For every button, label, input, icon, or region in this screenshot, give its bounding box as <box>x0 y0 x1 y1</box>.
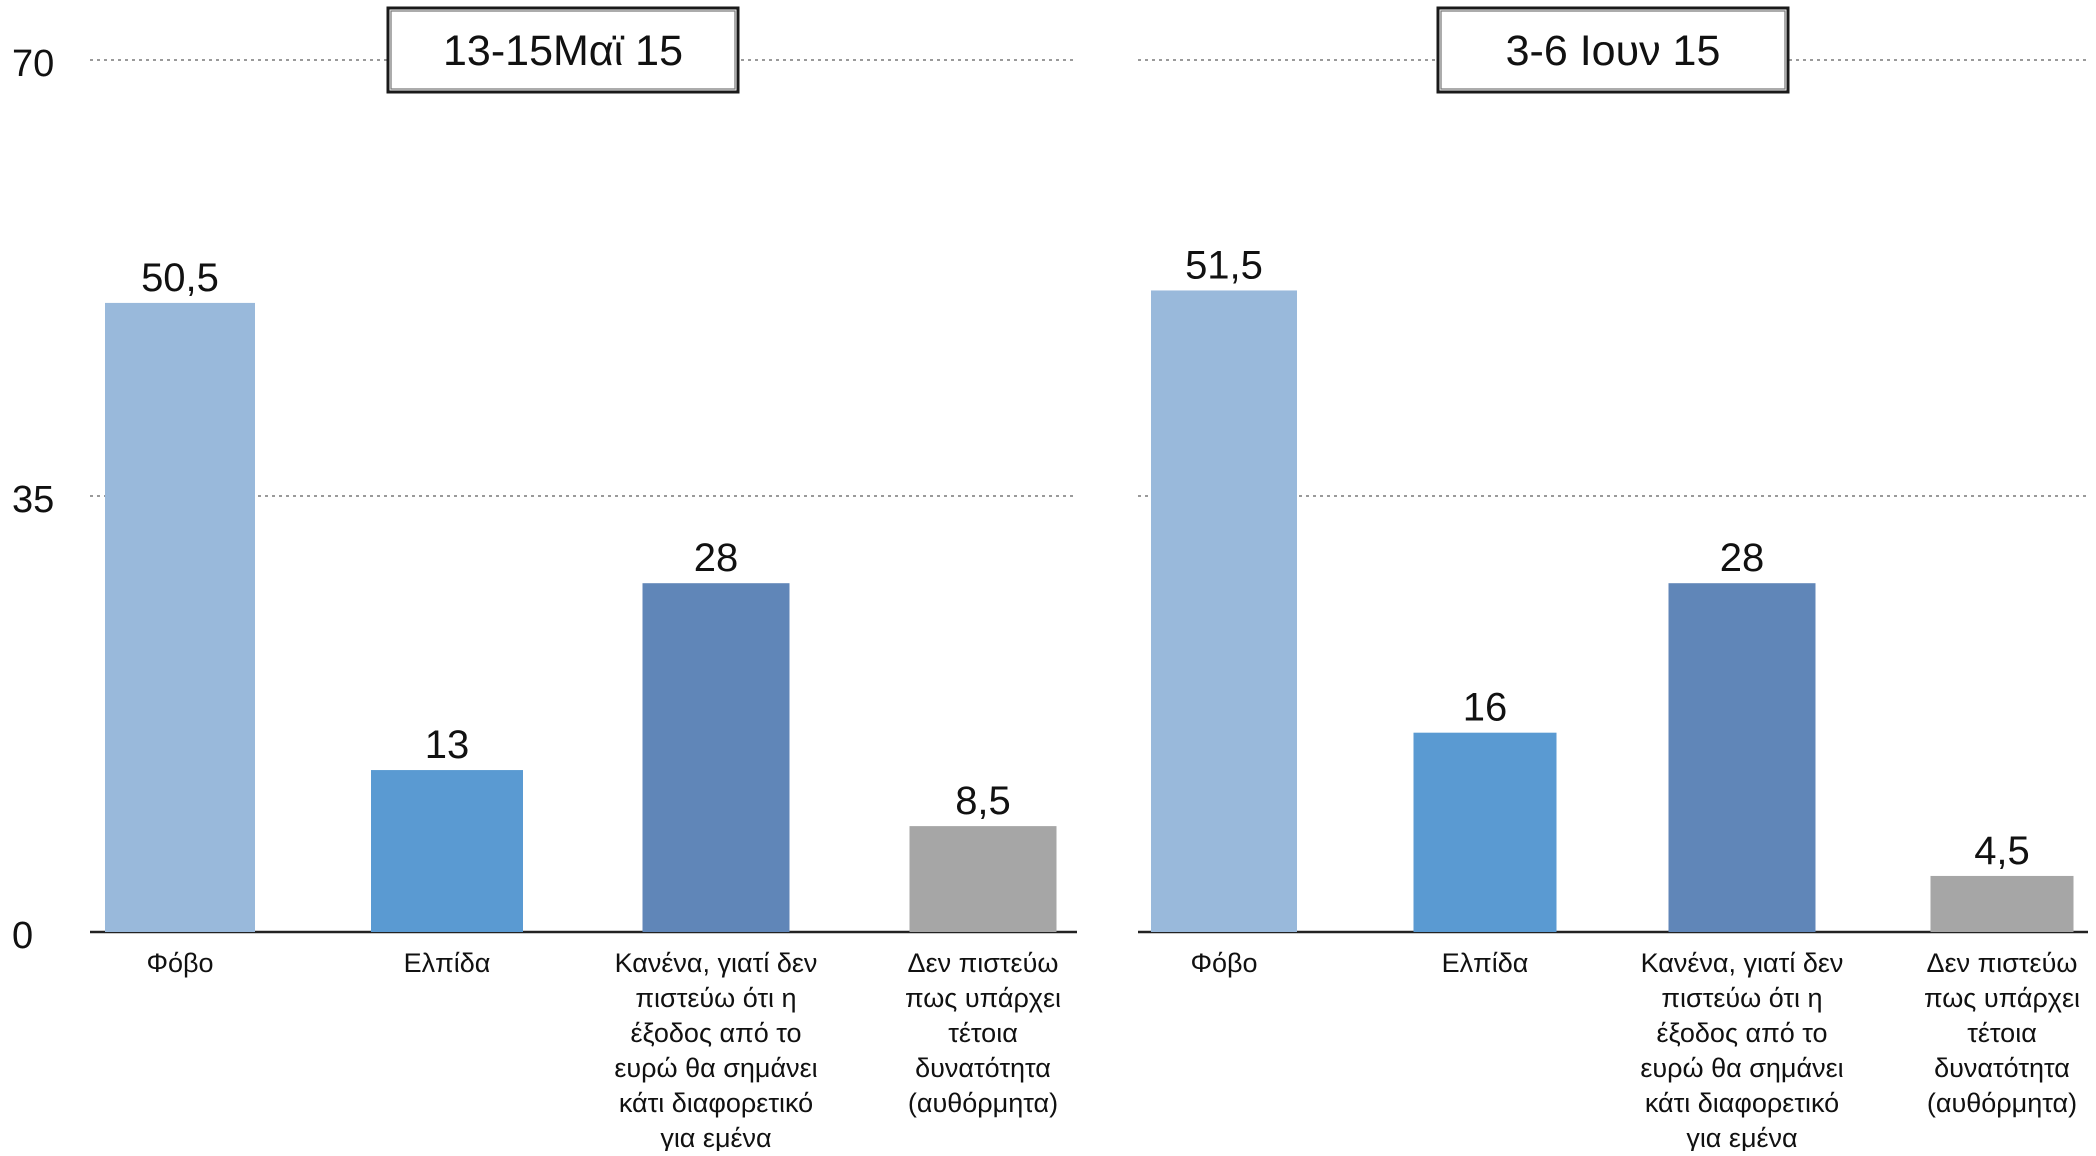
x-tick-label-line: Κανένα, γιατί δεν <box>1641 948 1844 978</box>
chart-title-box <box>1436 6 1790 94</box>
bar-value-label: 50,5 <box>141 256 219 300</box>
x-tick-label-line: (αυθόρμητα) <box>908 1088 1058 1118</box>
x-tick-label-line: τέτοια <box>948 1018 1018 1048</box>
x-tick-label: Κανένα, γιατί δεν πιστεύω ότι η έξοδος από… <box>614 948 817 1151</box>
bar-value-label: 8,5 <box>955 779 1011 823</box>
x-tick-label: Δεν πιστεύω πως υπάρχει τέτοια δυνατότητα (α… <box>1924 948 2080 1118</box>
chart-title-box-inner-border <box>390 10 736 90</box>
x-tick-label-line: Φόβο <box>1190 948 1257 978</box>
x-tick-label-line: Δεν πιστεύω <box>908 948 1059 978</box>
chart-title-box <box>386 6 740 94</box>
x-tick-label-line: Ελπίδα <box>404 948 491 978</box>
x-tick-label-line: για εμένα <box>660 1123 771 1151</box>
x-tick-label: Ελπίδα <box>404 948 491 978</box>
x-tick-label-line: Δεν πιστεύω <box>1927 948 2078 978</box>
x-tick-label-line: Ελπίδα <box>1442 948 1529 978</box>
x-tick-label-line: για εμένα <box>1686 1123 1797 1151</box>
y-tick-label: 70 <box>12 43 54 85</box>
x-tick-label-line: πως υπάρχει <box>905 983 1061 1013</box>
bar <box>909 826 1057 932</box>
y-tick-label: 35 <box>12 479 54 521</box>
x-tick-label-line: δυνατότητα <box>1934 1053 2070 1083</box>
x-tick-label-line: έξοδος από το <box>630 1018 801 1048</box>
x-tick-label-line: κάτι διαφορετικό <box>1645 1088 1839 1118</box>
x-tick-label: Ελπίδα <box>1442 948 1529 978</box>
x-tick-label: Δεν πιστεύω πως υπάρχει τέτοια δυνατότητα (α… <box>905 948 1061 1118</box>
x-tick-label-line: πιστεύω ότι η <box>635 983 796 1013</box>
bar-value-label: 28 <box>694 536 739 580</box>
x-tick-label: Κανένα, γιατί δεν πιστεύω ότι η έξοδος από… <box>1640 948 1843 1151</box>
y-tick-label: 0 <box>12 915 33 957</box>
chart-title-box-inner-border <box>1440 10 1786 90</box>
x-tick-label: Φόβο <box>146 948 213 978</box>
bar-value-label: 28 <box>1720 536 1765 580</box>
chart-title: 13-15Μαϊ 15 <box>443 27 683 75</box>
x-tick-label-line: δυνατότητα <box>915 1053 1051 1083</box>
x-tick-label-line: ευρώ θα σημάνει <box>614 1053 817 1083</box>
bar <box>642 583 790 932</box>
x-tick-label-line: Φόβο <box>146 948 213 978</box>
x-tick-label: Φόβο <box>1190 948 1257 978</box>
bar <box>371 770 523 932</box>
x-tick-label-line: πιστεύω ότι η <box>1661 983 1822 1013</box>
x-tick-label-line: έξοδος από το <box>1656 1018 1827 1048</box>
bar <box>1413 732 1557 932</box>
x-tick-label-line: πως υπάρχει <box>1924 983 2080 1013</box>
x-tick-label-line: τέτοια <box>1967 1018 2037 1048</box>
bar-value-label: 51,5 <box>1185 243 1263 287</box>
bar <box>1151 290 1297 932</box>
bar-value-label: 16 <box>1463 686 1508 730</box>
bar-value-label: 13 <box>425 723 470 767</box>
bar <box>1668 583 1816 932</box>
x-tick-label-line: Κανένα, γιατί δεν <box>615 948 818 978</box>
x-tick-label-line: κάτι διαφορετικό <box>619 1088 813 1118</box>
x-tick-label-line: ευρώ θα σημάνει <box>1640 1053 1843 1083</box>
x-tick-label-line: (αυθόρμητα) <box>1927 1088 2077 1118</box>
bar <box>105 302 255 932</box>
bar <box>1930 875 2074 932</box>
bar-value-label: 4,5 <box>1974 829 2030 873</box>
chart-title: 3-6 Ιουν 15 <box>1506 27 1721 75</box>
